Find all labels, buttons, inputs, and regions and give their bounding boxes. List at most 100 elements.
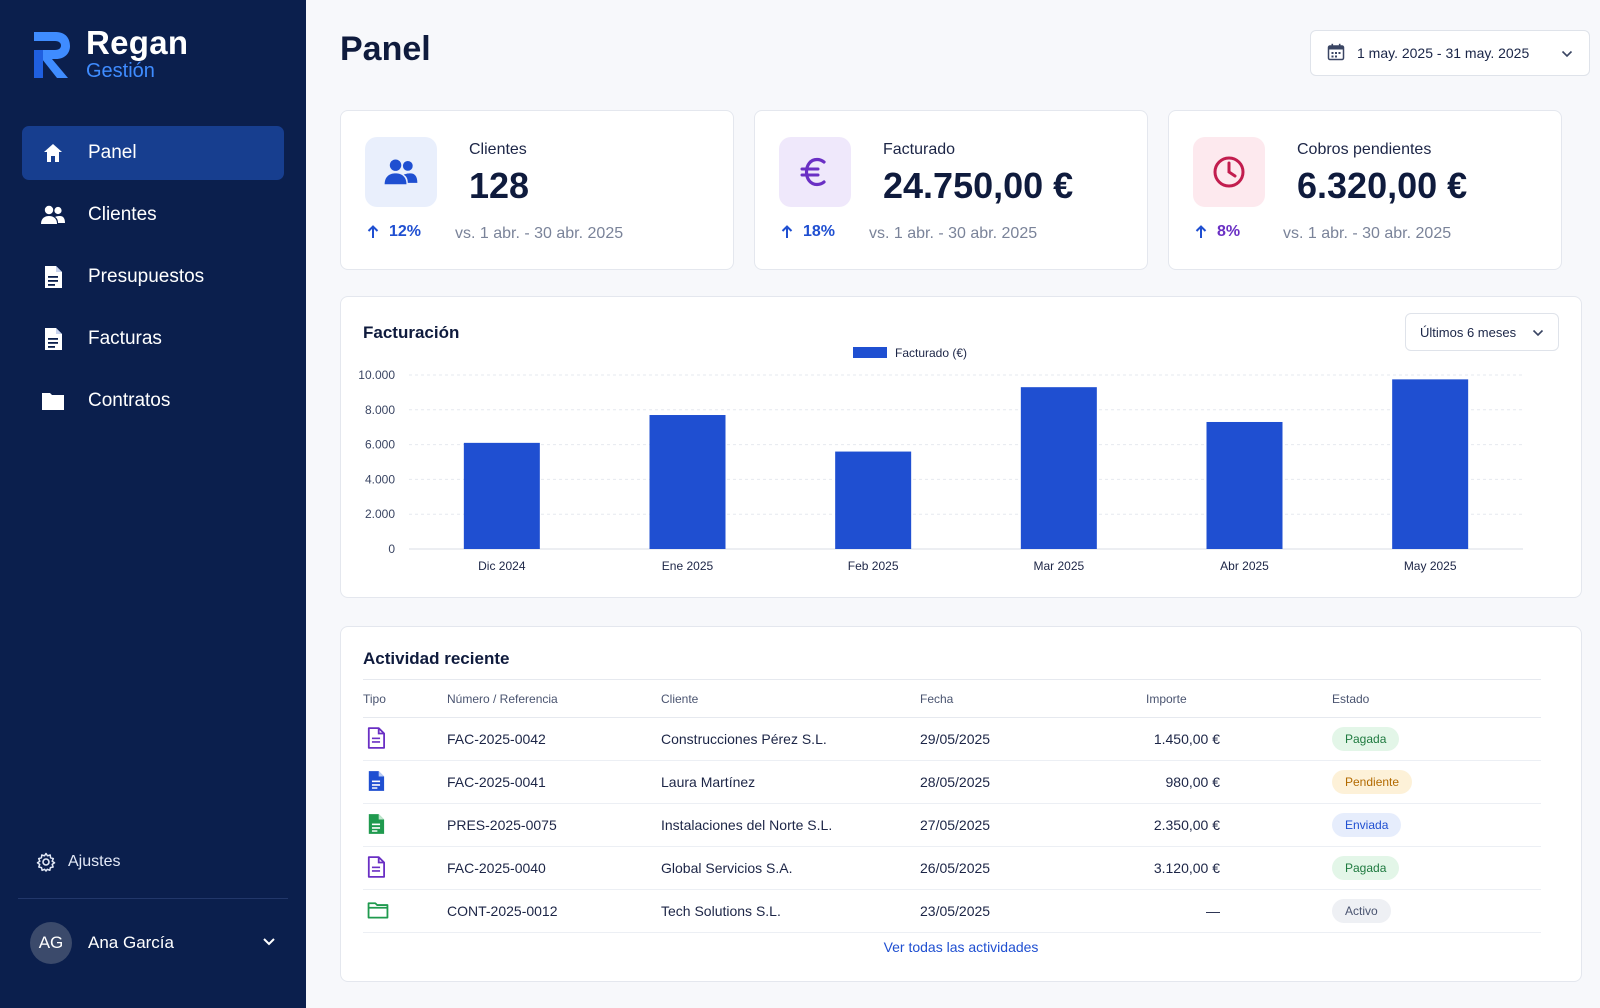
kpi-value: 128 [469,165,530,206]
x-tick-label: Abr 2025 [1220,559,1269,573]
status-badge: Pendiente [1332,770,1413,794]
kpi-card-cobros-pendientes: Cobros pendientes 6.320,00 € 8% vs. 1 ab… [1168,110,1562,270]
row-type-cell [363,760,447,804]
table-row[interactable]: FAC-2025-0041 Laura Martínez 28/05/2025 … [363,760,1541,804]
view-all-activities-link[interactable]: Ver todas las actividades [883,939,1039,955]
period-select[interactable]: Últimos 6 meses [1405,313,1559,351]
folder-icon [40,388,66,414]
status-badge: Activo [1332,899,1391,923]
billing-chart-title: Facturación [363,323,460,342]
recent-activity-title: Actividad reciente [363,649,510,668]
date-range-value: 1 may. 2025 - 31 may. 2025 [1357,45,1530,61]
chart-bar [649,415,726,549]
x-tick-label: Ene 2025 [662,559,714,573]
row-amount: 980,00 € [1146,760,1332,804]
date-range-picker[interactable]: 1 may. 2025 - 31 may. 2025 [1310,30,1590,76]
row-status-cell: Pagada [1332,846,1541,890]
sidebar-item-panel[interactable]: Panel [22,126,284,180]
row-date: 23/05/2025 [920,889,1146,933]
billing-bar-chart: 0 2.000 4.000 6.000 8.000 10.000 Facturado (€)… [358,346,1523,573]
clock-icon [1193,137,1265,207]
gear-icon [36,852,56,872]
sidebar-item-label: Clientes [88,204,157,225]
column-header-cliente: Cliente [661,679,920,718]
row-amount: — [1146,889,1332,933]
kpi-compare: vs. 1 abr. - 30 abr. 2025 [455,225,624,242]
x-tick-label: Dic 2024 [478,559,526,573]
users-icon [365,137,437,207]
sidebar-item-label: Panel [88,142,137,163]
recent-activity-card: Actividad reciente Tipo Número / Referen… [340,626,1582,982]
y-tick-label: 6.000 [365,438,395,452]
row-status-cell: Pagada [1332,717,1541,761]
row-status-cell: Activo [1332,889,1541,933]
activity-table-body: FAC-2025-0042 Construcciones Pérez S.L. … [363,717,1541,933]
row-reference[interactable]: FAC-2025-0040 [447,846,661,890]
kpi-compare: vs. 1 abr. - 30 abr. 2025 [1283,225,1452,242]
row-amount: 3.120,00 € [1146,846,1332,890]
invoice-icon [367,726,385,749]
calendar-icon [1327,43,1345,64]
row-reference[interactable]: PRES-2025-0075 [447,803,661,847]
row-date: 26/05/2025 [920,846,1146,890]
row-type-cell [363,803,447,847]
legend-label: Facturado (€) [895,346,967,360]
user-name: Ana García [88,933,174,952]
sidebar-item-clientes[interactable]: Clientes [22,188,284,242]
row-reference[interactable]: FAC-2025-0041 [447,760,661,804]
row-status-cell: Pendiente [1332,760,1541,804]
status-badge: Pagada [1332,856,1400,880]
table-row[interactable]: FAC-2025-0042 Construcciones Pérez S.L. … [363,717,1541,761]
sidebar-item-contratos[interactable]: Contratos [22,374,284,428]
row-type-cell [363,717,447,761]
column-header-fecha: Fecha [920,679,1146,718]
status-badge: Enviada [1332,813,1402,837]
kpi-trend: 18% [781,223,835,241]
row-reference[interactable]: FAC-2025-0042 [447,717,661,761]
y-tick-label: 10.000 [358,368,395,382]
settings-link[interactable]: Ajustes [36,852,120,872]
kpi-card-facturado: Facturado 24.750,00 € 18% vs. 1 abr. - 3… [754,110,1148,270]
kpi-trend-value: 18% [803,223,836,240]
brand-subtitle: Gestión [86,60,155,82]
sidebar-item-facturas[interactable]: Facturas [22,312,284,366]
status-badge: Pagada [1332,727,1400,751]
brand-logo[interactable]: Regan Gestión [30,26,188,82]
y-tick-label: 4.000 [365,472,395,486]
row-client: Construcciones Pérez S.L. [661,717,920,761]
row-type-cell [363,846,447,890]
y-tick-label: 2.000 [365,507,395,521]
chart-bar [1392,379,1469,549]
x-tick-label: Mar 2025 [1033,559,1084,573]
row-reference[interactable]: CONT-2025-0012 [447,889,661,933]
table-row[interactable]: FAC-2025-0040 Global Servicios S.A. 26/0… [363,846,1541,890]
kpi-trend-value: 8% [1217,223,1241,240]
row-amount: 1.450,00 € [1146,717,1332,761]
euro-icon [779,137,851,207]
sidebar-nav: Panel Clientes Presupuestos Facturas Con… [22,126,284,436]
row-date: 29/05/2025 [920,717,1146,761]
chevron-down-icon [1561,45,1573,61]
document-icon [367,813,385,835]
kpi-label: Cobros pendientes [1297,141,1432,158]
invoice-icon [40,326,66,352]
chart-bar [1206,421,1283,549]
table-header-row: Tipo Número / Referencia Cliente Fecha I… [363,679,1541,718]
arrow-up-icon [781,225,793,239]
regan-logo-icon [34,32,70,78]
sidebar-item-label: Presupuestos [88,266,205,287]
table-row[interactable]: CONT-2025-0012 Tech Solutions S.L. 23/05… [363,889,1541,933]
user-menu[interactable]: AG Ana García [30,922,276,964]
kpi-value: 6.320,00 € [1297,165,1468,206]
column-header-importe: Importe [1146,679,1332,718]
column-header-referencia: Número / Referencia [447,679,661,718]
kpi-trend-value: 12% [389,223,422,240]
column-header-tipo: Tipo [363,679,447,718]
chevron-down-icon [1532,325,1544,340]
users-icon [40,202,66,228]
sidebar-item-presupuestos[interactable]: Presupuestos [22,250,284,304]
row-client: Global Servicios S.A. [661,846,920,890]
document-icon [40,264,66,290]
kpi-value: 24.750,00 € [883,165,1074,206]
table-row[interactable]: PRES-2025-0075 Instalaciones del Norte S… [363,803,1541,847]
